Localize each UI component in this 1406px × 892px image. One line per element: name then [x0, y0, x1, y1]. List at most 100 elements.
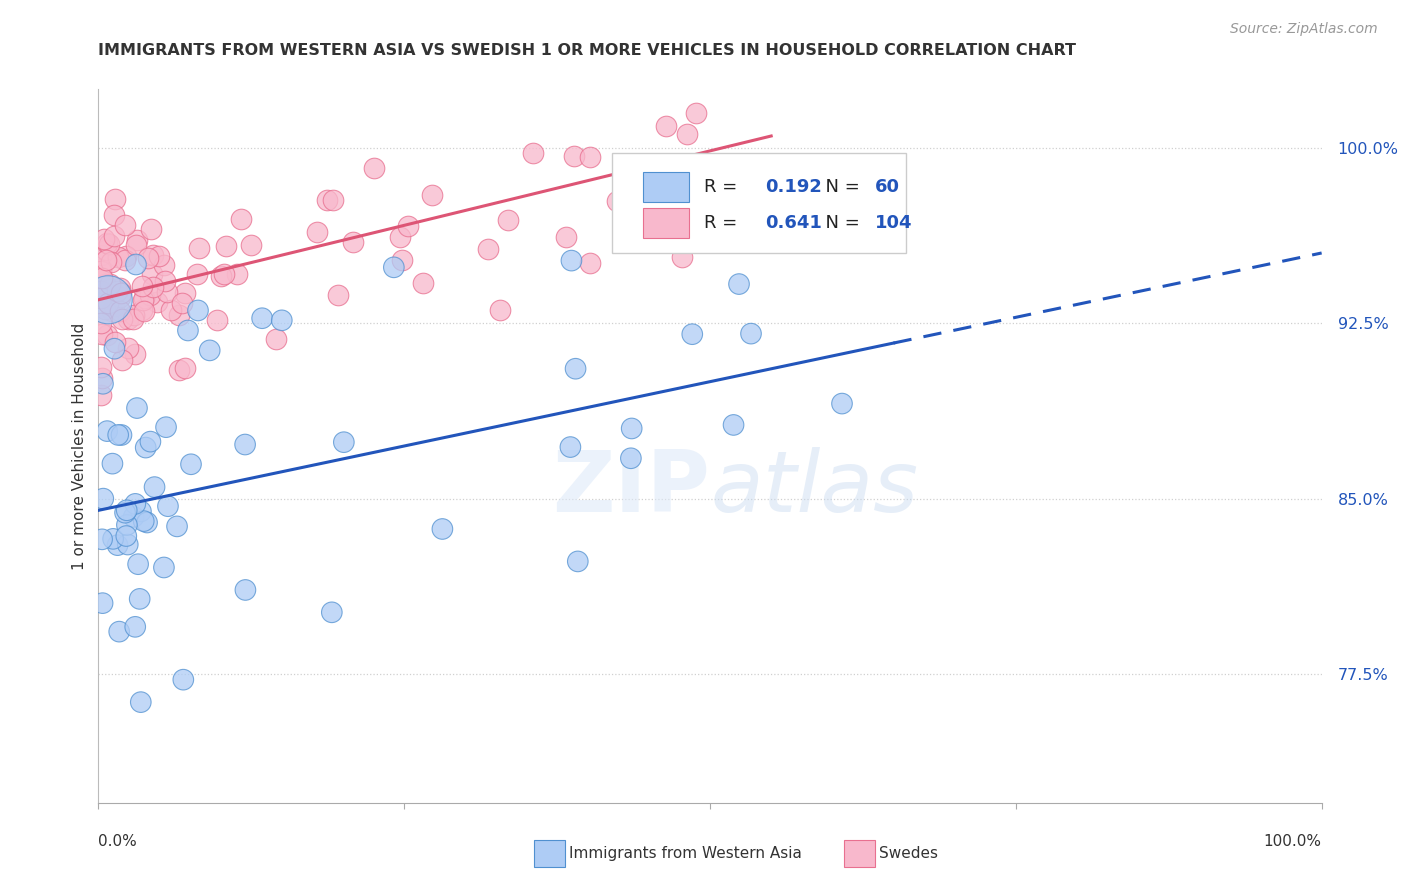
Point [139, 222, 162, 236]
Point [90, 359, 112, 374]
Point [170, 296, 193, 310]
Point [139, 434, 162, 449]
Point [155, 420, 177, 434]
Point [620, 451, 643, 466]
Point [141, 267, 163, 281]
Point [90, 248, 112, 262]
Point [389, 229, 412, 244]
Point [114, 252, 136, 267]
Point [177, 323, 200, 337]
Text: Source: ZipAtlas.com: Source: ZipAtlas.com [1230, 22, 1378, 37]
Point [328, 287, 350, 301]
Point [132, 293, 155, 307]
Point [110, 290, 132, 304]
Point [96, 252, 118, 267]
Point [496, 213, 519, 227]
Point [90, 262, 112, 277]
Point [90, 388, 112, 402]
Point [342, 235, 364, 249]
Point [107, 538, 129, 552]
Point [125, 258, 148, 272]
Point [115, 503, 138, 517]
Y-axis label: 1 or more Vehicles in Household: 1 or more Vehicles in Household [72, 322, 87, 570]
Point [124, 347, 146, 361]
Point [97, 296, 120, 310]
Point [555, 230, 578, 244]
Point [101, 457, 124, 471]
Point [172, 673, 194, 687]
Point [142, 247, 165, 261]
Point [235, 582, 257, 597]
Point [111, 311, 134, 326]
Point [675, 128, 697, 142]
Point [156, 499, 179, 513]
Point [104, 335, 127, 350]
Point [115, 529, 138, 543]
Point [117, 312, 139, 326]
Text: IMMIGRANTS FROM WESTERN ASIA VS SWEDISH 1 OR MORE VEHICLES IN HOUSEHOLD CORRELAT: IMMIGRANTS FROM WESTERN ASIA VS SWEDISH … [98, 43, 1077, 58]
Point [101, 304, 124, 318]
Text: 60: 60 [875, 178, 900, 196]
Point [239, 238, 262, 252]
Text: Swedes: Swedes [879, 847, 938, 861]
Point [578, 150, 600, 164]
Point [270, 313, 292, 327]
Point [685, 105, 707, 120]
Text: 100.0%: 100.0% [1264, 834, 1322, 849]
Text: 0.641: 0.641 [765, 214, 823, 232]
Point [129, 695, 152, 709]
Point [91, 533, 114, 547]
Point [212, 268, 235, 282]
Point [124, 497, 146, 511]
Point [114, 249, 136, 263]
Point [117, 341, 139, 355]
Point [143, 480, 166, 494]
Point [122, 509, 145, 524]
Point [187, 303, 209, 318]
Point [562, 149, 585, 163]
Point [180, 457, 202, 471]
Point [98, 277, 121, 291]
Point [104, 192, 127, 206]
Point [740, 326, 762, 341]
Point [363, 161, 385, 175]
Point [97, 236, 120, 251]
Text: ZIP: ZIP [553, 447, 710, 531]
Point [136, 251, 159, 265]
Point [250, 311, 273, 326]
Point [103, 299, 125, 313]
Point [620, 421, 643, 435]
Point [322, 194, 344, 208]
Point [121, 312, 143, 326]
Point [159, 302, 181, 317]
Point [671, 250, 693, 264]
Point [96, 235, 118, 250]
Point [134, 291, 156, 305]
Point [831, 396, 853, 410]
Point [135, 441, 157, 455]
Text: atlas: atlas [710, 447, 918, 531]
Point [681, 327, 703, 342]
Point [94, 277, 117, 291]
Text: 0.0%: 0.0% [98, 834, 138, 849]
Point [125, 238, 148, 252]
Point [643, 158, 665, 172]
Point [110, 428, 132, 442]
Point [488, 303, 510, 318]
Point [100, 255, 122, 269]
Point [124, 308, 146, 322]
FancyBboxPatch shape [643, 208, 689, 237]
Point [522, 145, 544, 160]
Point [723, 417, 745, 432]
Point [91, 326, 114, 341]
Point [111, 352, 134, 367]
Point [96, 328, 118, 343]
Point [124, 620, 146, 634]
Point [97, 293, 120, 307]
Point [115, 518, 138, 533]
Point [105, 284, 128, 298]
Point [167, 308, 190, 322]
Point [225, 267, 247, 281]
Point [132, 303, 155, 318]
Point [103, 228, 125, 243]
